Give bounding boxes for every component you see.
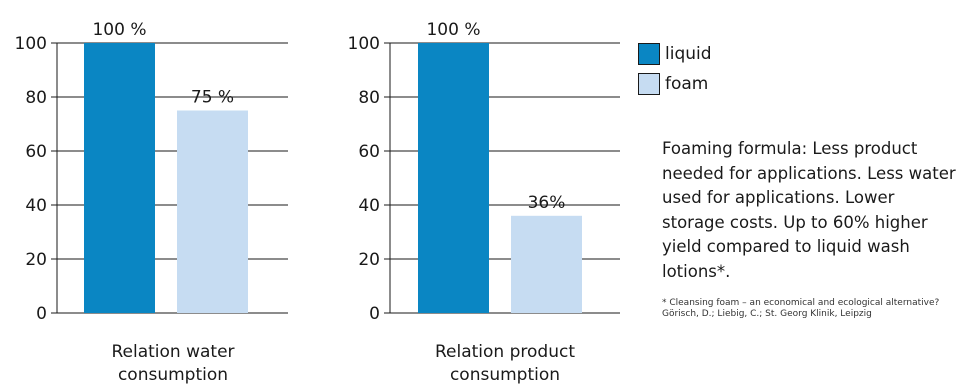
y-tick-label-0: 0 bbox=[369, 304, 380, 324]
y-tick-label-20: 20 bbox=[358, 250, 380, 270]
y-tick-label-80: 80 bbox=[358, 88, 380, 108]
x-axis-label-line-1: Relation water bbox=[111, 342, 234, 362]
y-tick-label-60: 60 bbox=[25, 142, 47, 162]
x-axis-label-line-2: consumption bbox=[450, 365, 560, 385]
data-label-foam: 36% bbox=[528, 193, 566, 213]
data-label-liquid: 100 % bbox=[92, 20, 146, 40]
legend-label-foam: foam bbox=[665, 73, 709, 94]
data-label-liquid: 100 % bbox=[426, 20, 480, 40]
data-label-foam: 75 % bbox=[191, 88, 234, 108]
bar-foam bbox=[511, 215, 582, 313]
legend-label-liquid: liquid bbox=[665, 43, 712, 64]
bar-liquid bbox=[84, 43, 155, 313]
x-axis-label-line-1: Relation product bbox=[435, 342, 575, 362]
x-axis-label-line-2: consumption bbox=[118, 365, 228, 385]
y-tick-label-100: 100 bbox=[348, 34, 380, 54]
bar-liquid bbox=[418, 43, 489, 313]
legend-item-liquid: liquid bbox=[638, 40, 712, 67]
y-tick-label-0: 0 bbox=[36, 304, 47, 324]
footnote-text: * Cleansing foam – an economical and eco… bbox=[662, 298, 940, 319]
legend: liquid foam bbox=[638, 40, 712, 100]
legend-item-foam: foam bbox=[638, 70, 712, 97]
y-tick-label-100: 100 bbox=[15, 34, 47, 54]
y-tick-label-60: 60 bbox=[358, 142, 380, 162]
charts-area: 0 20 40 60 80 100 100 % 75 % Relation water consu… bbox=[15, 20, 620, 385]
y-tick-label-80: 80 bbox=[25, 88, 47, 108]
y-tick-label-20: 20 bbox=[25, 250, 47, 270]
legend-swatch-liquid bbox=[638, 42, 660, 65]
description-text: Foaming formula: Less product needed for… bbox=[662, 139, 956, 281]
y-tick-label-40: 40 bbox=[25, 196, 47, 216]
bar-foam bbox=[177, 110, 248, 313]
y-tick-label-40: 40 bbox=[358, 196, 380, 216]
legend-swatch-foam bbox=[638, 72, 660, 95]
